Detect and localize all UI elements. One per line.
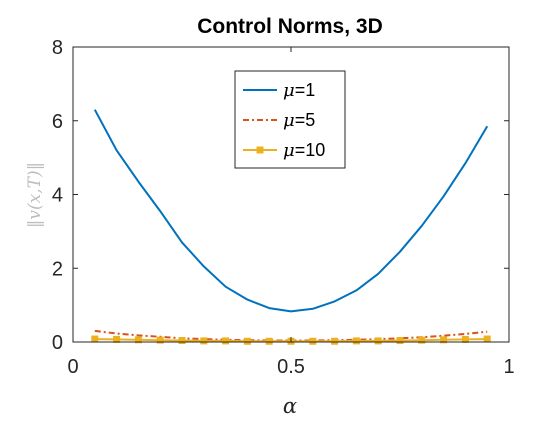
data-point — [266, 338, 272, 344]
data-point — [223, 338, 229, 344]
y-axis-label: ‖v(x,T)‖ — [25, 162, 45, 228]
y-tick-label: 0 — [52, 332, 63, 354]
legend-value: =10 — [295, 140, 326, 160]
legend: μ=1μ=5μ=10 — [235, 71, 345, 168]
legend-marker — [257, 147, 263, 153]
data-point — [179, 338, 185, 344]
data-point — [92, 336, 98, 342]
data-point — [244, 338, 250, 344]
y-tick-label: 4 — [52, 185, 63, 207]
legend-label: μ=1 — [283, 80, 315, 101]
legend-label: μ=5 — [283, 110, 315, 131]
legend-value: =1 — [295, 80, 316, 100]
data-point — [484, 336, 490, 342]
x-tick-label: 0 — [67, 356, 78, 378]
y-tick-label: 6 — [52, 111, 63, 133]
chart-title: Control Norms, 3D — [197, 15, 383, 38]
data-point — [353, 338, 359, 344]
legend-value: =5 — [295, 110, 316, 130]
legend-symbol: μ — [283, 140, 295, 161]
data-point — [332, 338, 338, 344]
y-tick-label: 8 — [52, 37, 63, 59]
legend-symbol: μ — [283, 80, 295, 101]
data-point — [201, 338, 207, 344]
x-tick-label: 1 — [503, 356, 514, 378]
data-point — [310, 338, 316, 344]
x-tick-label: 0.5 — [277, 356, 305, 378]
legend-symbol: μ — [283, 110, 295, 131]
data-point — [397, 338, 403, 344]
y-tick-label: 2 — [52, 258, 63, 280]
x-axis-label: α — [283, 394, 297, 418]
data-point — [375, 338, 381, 344]
legend-label: μ=10 — [283, 140, 325, 161]
